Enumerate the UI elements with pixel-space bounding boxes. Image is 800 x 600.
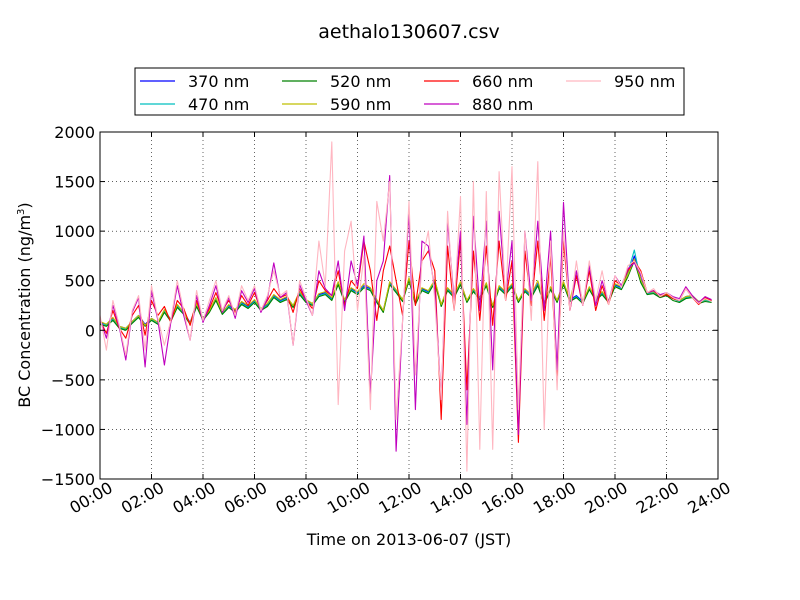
y-tick-label: −1000 (41, 420, 95, 439)
legend-label: 370 nm (188, 72, 249, 91)
y-tick-label: 1000 (54, 222, 95, 241)
y-tick-label: 1500 (54, 173, 95, 192)
y-axis-label-superscript: 3 (16, 209, 27, 215)
series-line-950-nm (99, 141, 712, 472)
y-tick-label: 500 (64, 272, 95, 291)
x-tick-label: 16:00 (478, 478, 527, 518)
y-tick-label: 2000 (54, 123, 95, 142)
legend-label: 950 nm (614, 72, 675, 91)
x-tick-label: 24:00 (684, 478, 733, 518)
y-axis-label-main: BC Concentration (ng/m (15, 215, 34, 408)
y-axis-label: BC Concentration (ng/m3) (15, 202, 34, 407)
legend: 370 nm 470 nm 520 nm 590 nm 660 nm 880 nm 950 … (134, 67, 685, 116)
legend-label: 520 nm (330, 72, 391, 91)
legend-label: 470 nm (188, 95, 249, 114)
x-tick-label: 12:00 (375, 478, 424, 518)
chart-title: aethalo130607.csv (318, 21, 500, 43)
legend-label: 880 nm (472, 95, 533, 114)
x-axis-label: Time on 2013-06-07 (JST) (306, 530, 511, 549)
y-tick-label: 0 (85, 321, 95, 340)
x-tick-label: 02:00 (118, 478, 167, 518)
x-tick-label: 20:00 (581, 478, 630, 518)
x-tick-label: 04:00 (169, 478, 218, 518)
axis-ticks: 00:00 02:00 04:00 06:00 08:00 10:00 12:00 14:00… (41, 123, 734, 518)
y-tick-label: −500 (51, 371, 95, 390)
x-tick-label: 06:00 (221, 478, 270, 518)
x-tick-label: 10:00 (324, 478, 373, 518)
x-tick-label: 08:00 (272, 478, 321, 518)
x-tick-label: 14:00 (427, 478, 476, 518)
y-tick-label: −1500 (41, 470, 95, 489)
x-tick-label: 18:00 (530, 478, 579, 518)
x-tick-label: 22:00 (633, 478, 682, 518)
legend-label: 590 nm (330, 95, 391, 114)
legend-label: 660 nm (472, 72, 533, 91)
plot-lines (99, 141, 712, 472)
y-axis-label-close: ) (15, 202, 34, 208)
legend-box (134, 67, 685, 116)
grid (100, 132, 718, 479)
series-line-880-nm (99, 175, 712, 452)
